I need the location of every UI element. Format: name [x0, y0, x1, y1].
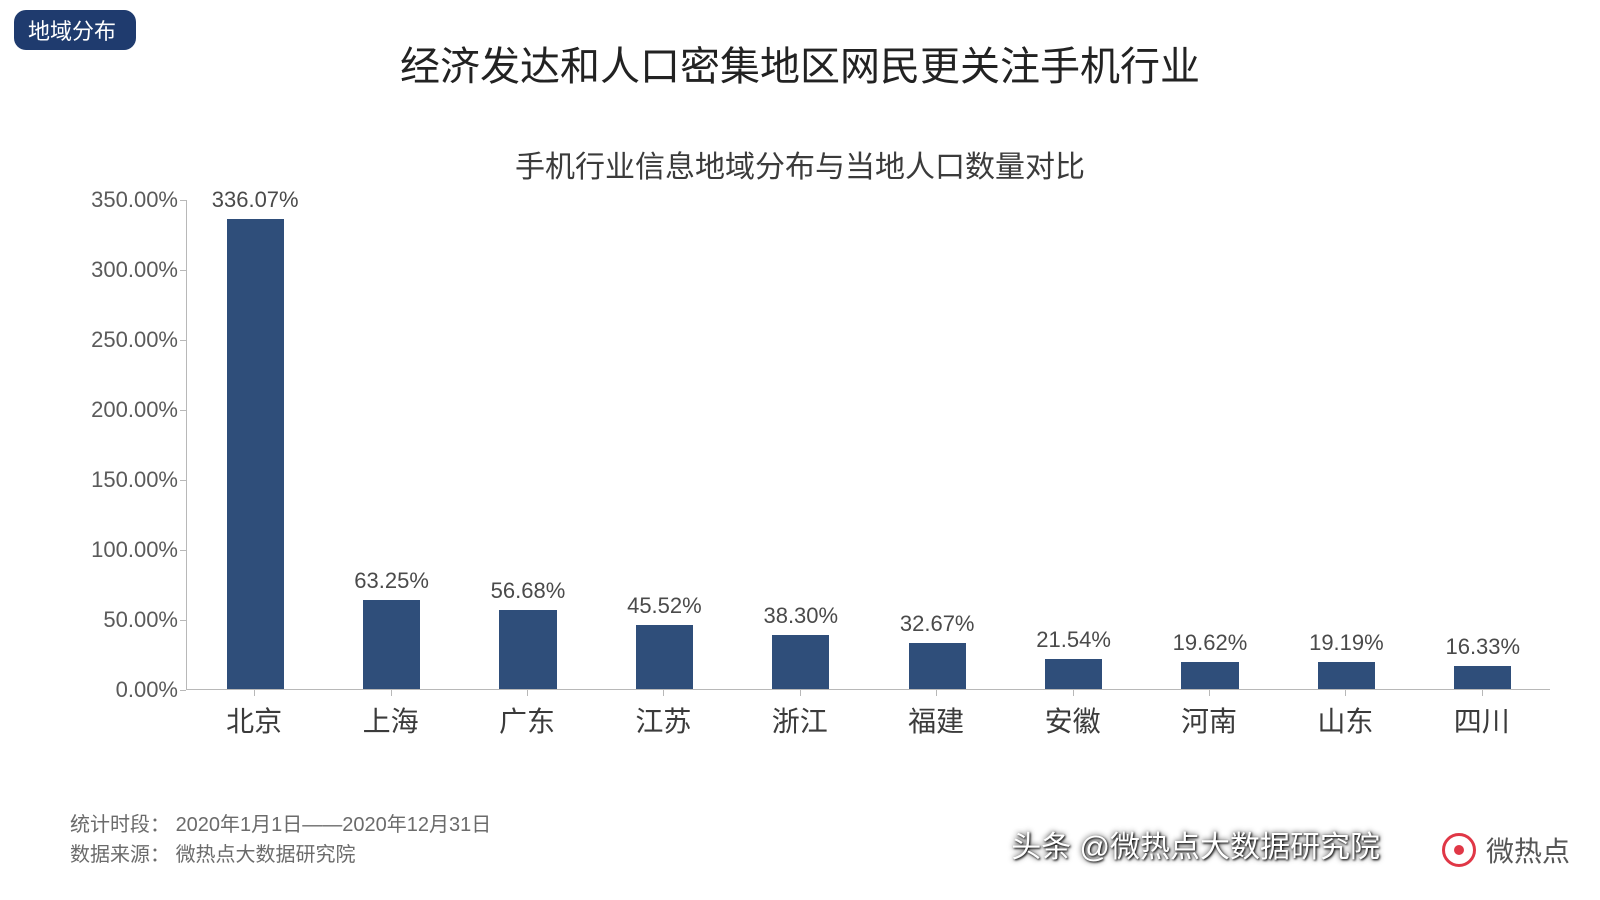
x-axis-tick-mark	[527, 690, 528, 696]
y-axis-tick-label: 250.00%	[70, 327, 178, 353]
y-axis-tick-label: 300.00%	[70, 257, 178, 283]
bar-value-label: 56.68%	[458, 578, 598, 604]
brand-eye-icon	[1442, 833, 1476, 867]
x-axis-category-label: 江苏	[593, 700, 733, 740]
y-axis-tick-mark	[180, 690, 186, 691]
x-axis-category-label: 山东	[1275, 700, 1415, 740]
y-axis-tick-mark	[180, 480, 186, 481]
bar-value-label: 336.07%	[185, 187, 325, 213]
chart-bar: 336.07%	[227, 219, 284, 689]
x-axis-tick-mark	[800, 690, 801, 696]
chart-bar: 32.67%	[909, 643, 966, 689]
x-axis-category-label: 河南	[1139, 700, 1279, 740]
source-value: 微热点大数据研究院	[176, 844, 356, 866]
x-axis-tick-mark	[1209, 690, 1210, 696]
bar-value-label: 63.25%	[322, 568, 462, 594]
x-axis-tick-mark	[1482, 690, 1483, 696]
x-axis-tick-mark	[1073, 690, 1074, 696]
y-axis-tick-label: 350.00%	[70, 187, 178, 213]
bar-value-label: 19.62%	[1140, 630, 1280, 656]
y-axis-tick-mark	[180, 200, 186, 201]
bar-value-label: 21.54%	[1004, 627, 1144, 653]
y-axis-tick-label: 200.00%	[70, 397, 178, 423]
chart-bar: 56.68%	[499, 610, 556, 689]
x-axis-category-label: 四川	[1412, 700, 1552, 740]
x-axis-tick-mark	[391, 690, 392, 696]
y-axis-tick-mark	[180, 410, 186, 411]
y-axis-tick-mark	[180, 270, 186, 271]
y-axis-tick-label: 0.00%	[70, 677, 178, 703]
x-axis-category-label: 福建	[866, 700, 1006, 740]
x-axis-category-label: 广东	[457, 700, 597, 740]
page-title: 经济发达和人口密集地区网民更关注手机行业	[0, 0, 1600, 92]
bar-value-label: 38.30%	[731, 603, 871, 629]
period-value: 2020年1月1日——2020年12月31日	[176, 814, 492, 836]
y-axis-tick-label: 150.00%	[70, 467, 178, 493]
chart-bar: 16.33%	[1454, 666, 1511, 689]
x-axis-category-label: 浙江	[730, 700, 870, 740]
chart-bar: 19.62%	[1181, 662, 1238, 689]
brand-watermark-text: 微热点	[1486, 830, 1570, 870]
y-axis-tick-label: 50.00%	[70, 607, 178, 633]
bar-value-label: 45.52%	[594, 593, 734, 619]
x-axis-tick-mark	[936, 690, 937, 696]
period-label: 统计时段：	[70, 814, 170, 836]
bar-value-label: 19.19%	[1276, 630, 1416, 656]
chart-bar: 21.54%	[1045, 659, 1102, 689]
x-axis-tick-mark	[663, 690, 664, 696]
bar-value-label: 32.67%	[867, 611, 1007, 637]
source-label: 数据来源：	[70, 844, 170, 866]
x-axis-category-label: 上海	[321, 700, 461, 740]
x-axis-tick-mark	[254, 690, 255, 696]
brand-watermark: 微热点	[1442, 830, 1570, 870]
bar-chart: 336.07%63.25%56.68%45.52%38.30%32.67%21.…	[70, 200, 1570, 760]
bar-value-label: 16.33%	[1413, 634, 1553, 660]
x-axis-category-label: 安徽	[1003, 700, 1143, 740]
x-axis-tick-mark	[1345, 690, 1346, 696]
chart-subtitle: 手机行业信息地域分布与当地人口数量对比	[0, 142, 1600, 186]
x-axis-category-label: 北京	[184, 700, 324, 740]
attribution-overlay: 头条 @微热点大数据研究院	[1011, 822, 1380, 866]
y-axis-tick-label: 100.00%	[70, 537, 178, 563]
y-axis-tick-mark	[180, 550, 186, 551]
chart-bar: 63.25%	[363, 600, 420, 689]
plot-area: 336.07%63.25%56.68%45.52%38.30%32.67%21.…	[186, 200, 1550, 690]
chart-footer: 统计时段： 2020年1月1日——2020年12月31日 数据来源： 微热点大数…	[70, 810, 491, 870]
y-axis-tick-mark	[180, 620, 186, 621]
section-badge: 地域分布	[14, 10, 136, 50]
y-axis-tick-mark	[180, 340, 186, 341]
chart-bar: 45.52%	[636, 625, 693, 689]
chart-bar: 38.30%	[772, 635, 829, 689]
chart-bar: 19.19%	[1318, 662, 1375, 689]
